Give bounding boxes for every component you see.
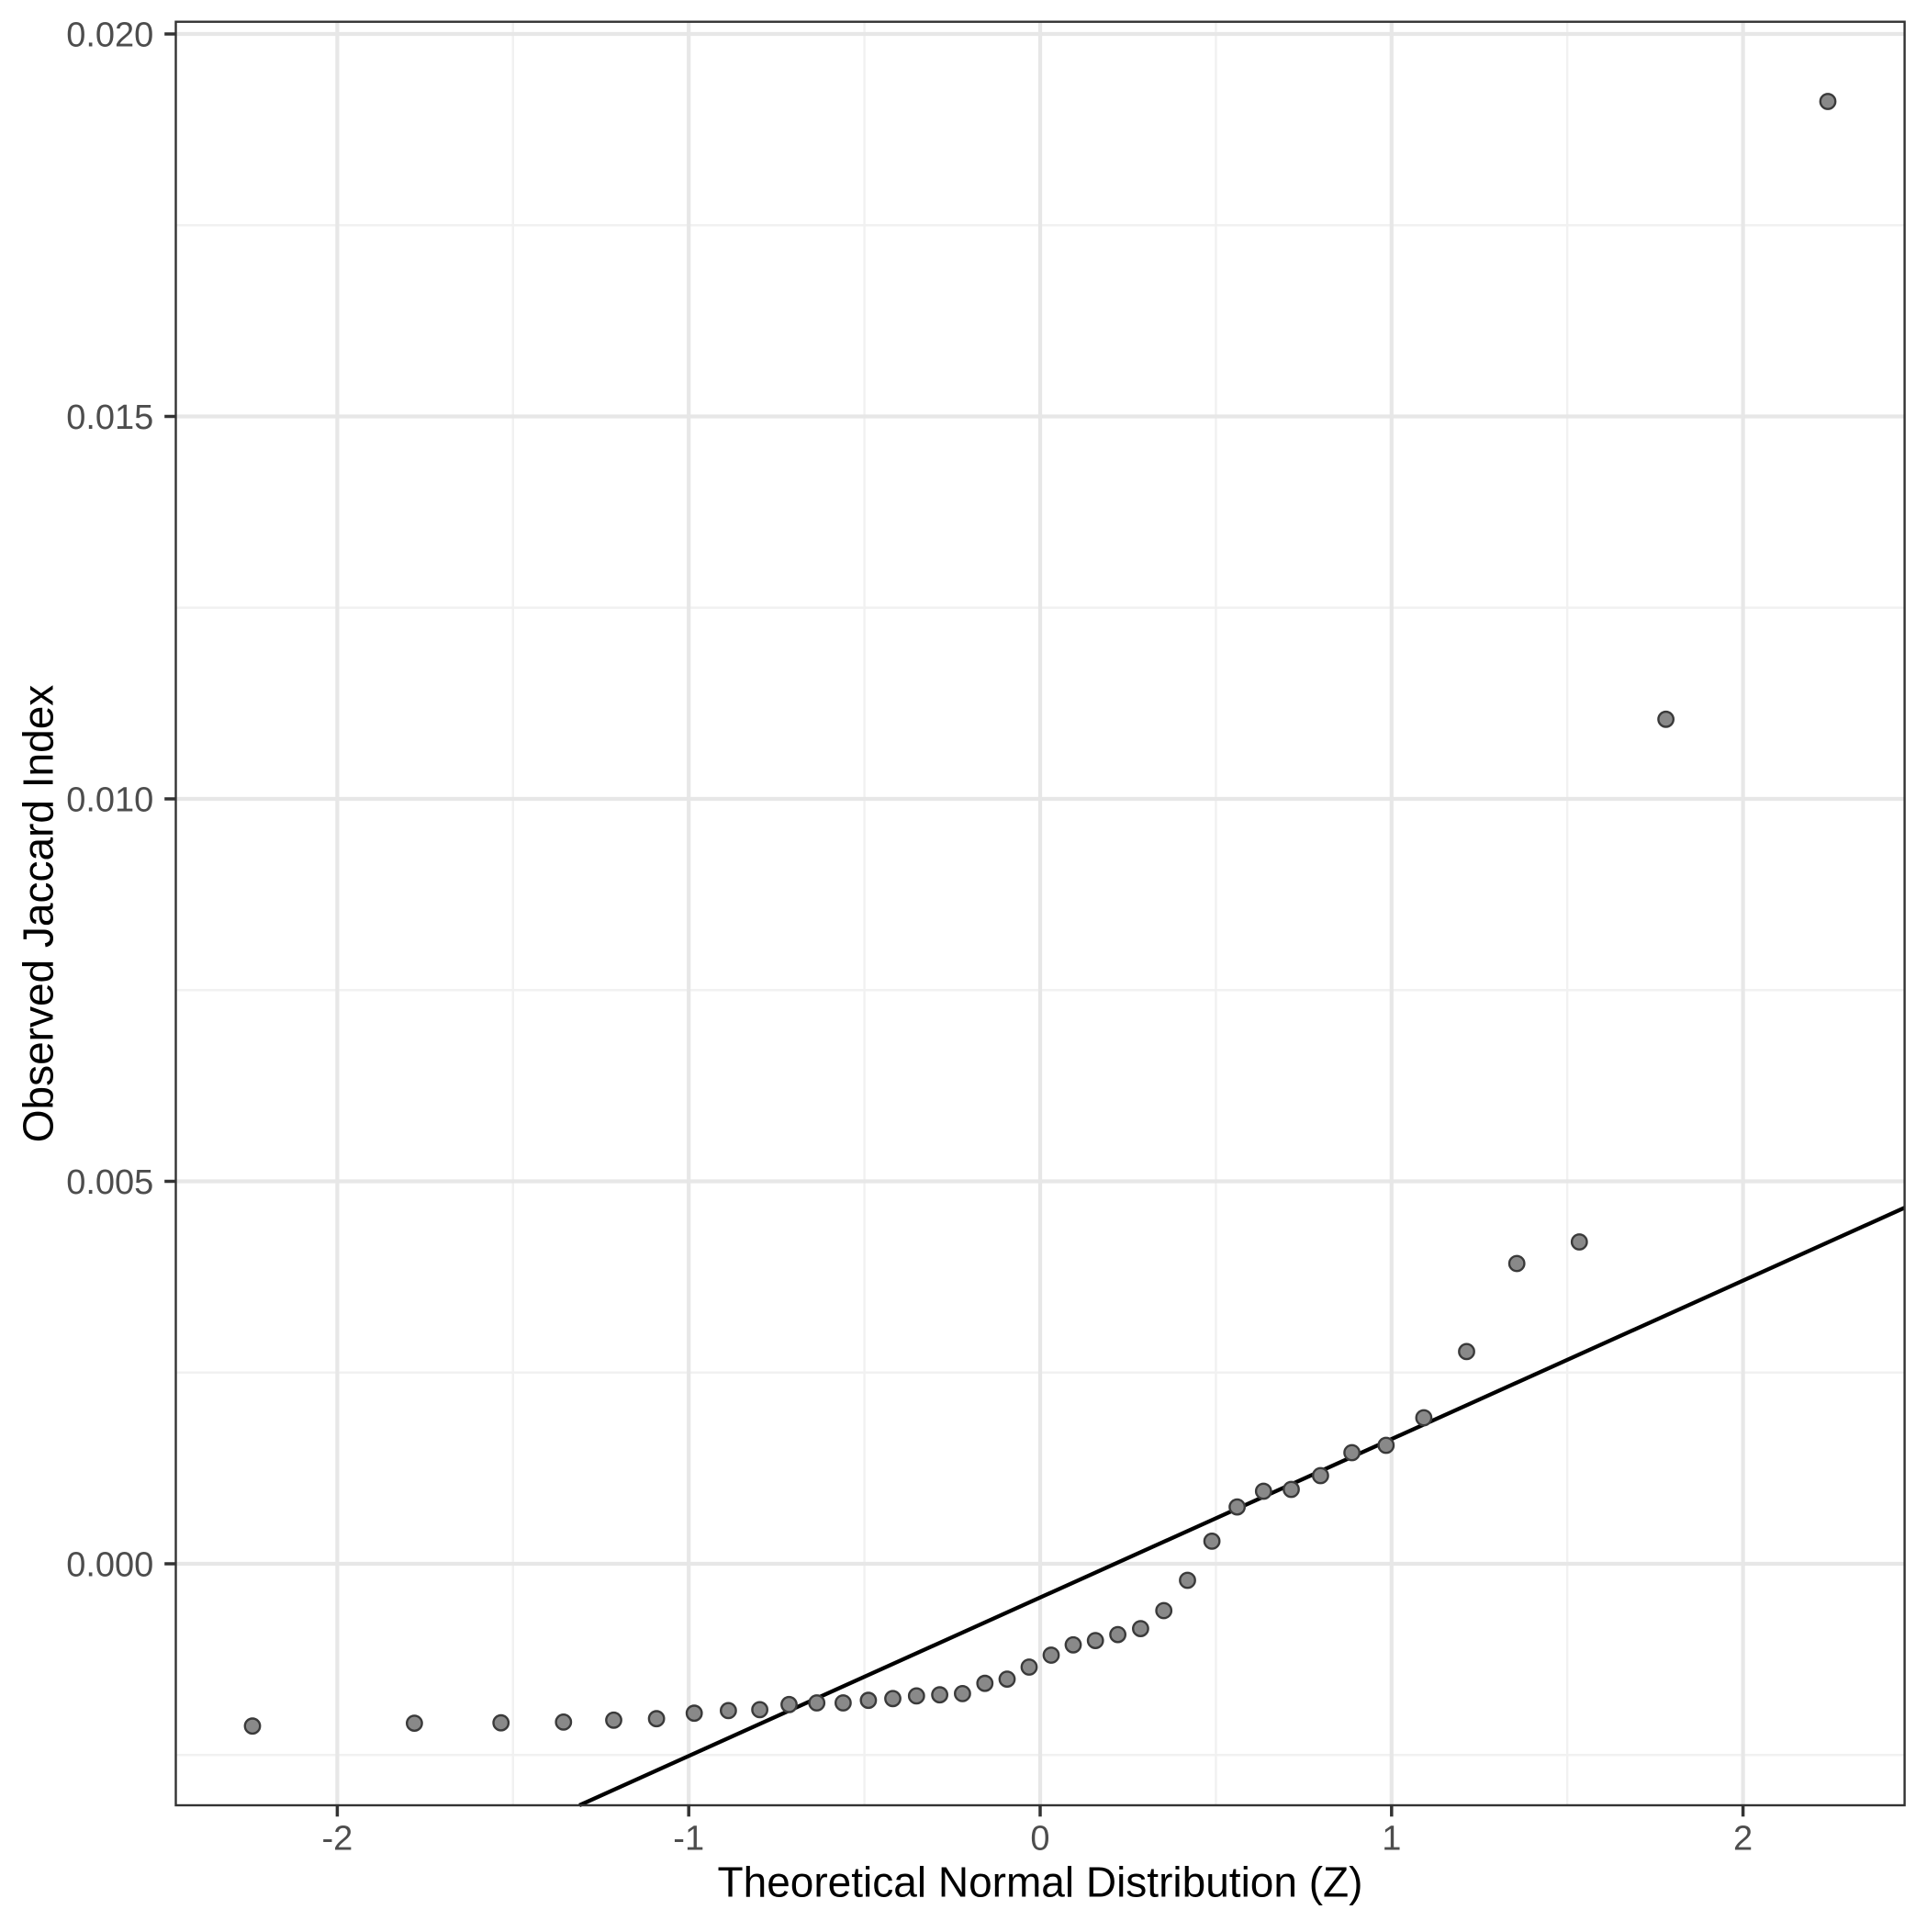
svg-text:0: 0 — [1030, 1820, 1049, 1859]
svg-text:Observed Jaccard Index: Observed Jaccard Index — [15, 685, 62, 1143]
svg-text:2: 2 — [1733, 1820, 1753, 1859]
svg-text:0.020: 0.020 — [66, 17, 153, 55]
svg-text:-2: -2 — [322, 1820, 353, 1859]
svg-text:-1: -1 — [673, 1820, 704, 1859]
svg-text:1: 1 — [1382, 1820, 1401, 1859]
svg-text:0.010: 0.010 — [66, 781, 153, 820]
svg-text:0.015: 0.015 — [66, 399, 153, 437]
svg-text:Theoretical Normal Distributio: Theoretical Normal Distribution (Z) — [718, 1859, 1363, 1906]
svg-text:0.005: 0.005 — [66, 1163, 153, 1202]
svg-text:0.000: 0.000 — [66, 1546, 153, 1585]
